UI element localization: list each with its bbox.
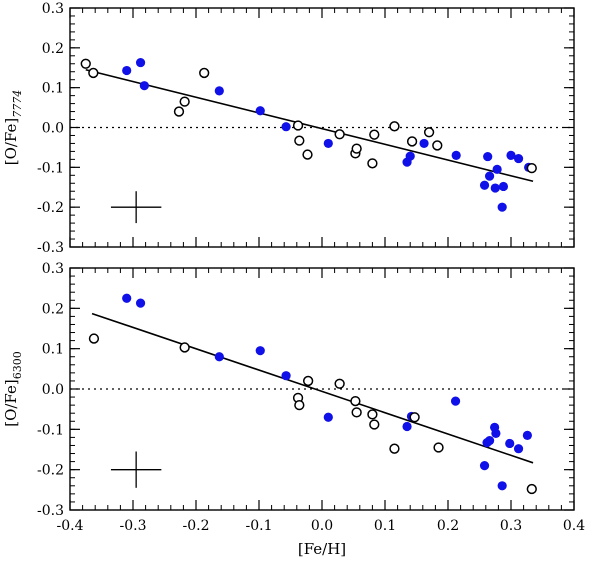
data-point-filled	[479, 461, 490, 471]
x-tick-label: -0.4	[57, 518, 84, 534]
x-tick-label: 0.1	[374, 518, 396, 534]
data-point-open	[294, 399, 305, 411]
data-point-open	[351, 143, 362, 154]
x-tick-label: 0.0	[311, 518, 333, 534]
data-point-filled	[281, 371, 291, 381]
data-point-filled	[139, 81, 149, 91]
y-axis-label: [O/Fe]7774	[2, 90, 24, 166]
data-point-filled	[323, 412, 333, 422]
data-point-open	[350, 395, 361, 407]
data-point-filled	[483, 151, 493, 162]
data-point-filled	[402, 421, 412, 432]
data-point-filled	[506, 150, 516, 160]
y-axis-label-subscript: 6300	[11, 351, 24, 379]
y-axis-label-subscript: 7774	[11, 90, 24, 118]
data-point-filled	[214, 352, 224, 362]
data-point-filled	[497, 481, 507, 491]
data-point-open	[80, 58, 91, 69]
y-axis-label-main: [O/Fe]	[2, 379, 20, 427]
x-tick-label: -0.1	[246, 518, 273, 534]
data-point-open	[409, 412, 420, 423]
data-point-filled	[405, 151, 415, 161]
data-point-open	[199, 67, 210, 79]
data-point-open	[294, 135, 305, 146]
data-point-filled	[522, 430, 532, 440]
data-point-open	[179, 342, 190, 353]
y-tick-label: 0.1	[42, 342, 64, 358]
data-point-filled	[513, 153, 524, 164]
data-point-filled	[484, 436, 495, 446]
data-point-open	[302, 149, 313, 160]
fit-line	[91, 312, 534, 464]
data-point-open	[334, 378, 345, 389]
data-point-filled	[122, 65, 132, 76]
y-tick-label: -0.2	[37, 463, 64, 479]
x-tick-label: -0.2	[183, 518, 210, 534]
data-point-filled	[122, 293, 132, 303]
data-point-filled	[419, 138, 429, 149]
data-point-open	[432, 140, 443, 151]
data-point-open	[88, 67, 99, 79]
data-point-open	[433, 442, 444, 453]
data-point-open	[389, 121, 400, 132]
data-point-filled	[281, 122, 291, 132]
y-tick-label: -0.3	[37, 240, 64, 256]
bottom-panel: -0.4 -0.3 -0.2 -0.1 0.0 0.1 0.2 0.3 0.4-0.3-0.2-…	[2, 261, 585, 558]
data-point-open	[367, 409, 378, 420]
y-axis-label: [O/Fe]6300	[2, 351, 24, 427]
data-point-filled	[450, 396, 461, 406]
data-point-filled	[505, 438, 515, 449]
y-axis-label-main: [O/Fe]	[2, 118, 20, 166]
y-tick-label: -0.1	[37, 422, 64, 438]
x-tick-label: -0.3	[120, 518, 147, 534]
x-axis-label: [Fe/H]	[298, 540, 346, 558]
y-tick-label: 0.2	[42, 41, 64, 57]
x-tick-label: 0.3	[500, 518, 522, 534]
y-tick-label: 0.2	[42, 301, 64, 317]
data-point-open	[389, 443, 400, 454]
y-tick-label: -0.3	[37, 503, 64, 519]
data-point-filled	[135, 298, 146, 308]
fit-line	[85, 68, 534, 183]
data-point-filled	[497, 202, 507, 212]
y-tick-label: 0.3	[42, 261, 64, 277]
data-point-open	[369, 419, 380, 430]
data-point-filled	[479, 180, 490, 190]
data-point-open	[406, 136, 418, 147]
data-point-open	[334, 129, 345, 140]
data-point-filled	[255, 346, 265, 356]
data-point-open	[526, 162, 537, 174]
data-point-open	[292, 120, 304, 131]
data-point-filled	[491, 428, 501, 438]
y-tick-label: 0.3	[42, 1, 64, 17]
data-point-filled	[135, 57, 146, 68]
data-point-open	[302, 375, 314, 387]
data-point-filled	[214, 86, 224, 96]
y-tick-label: 0.0	[42, 121, 64, 137]
data-point-open	[526, 483, 537, 495]
y-tick-label: 0.0	[42, 382, 64, 398]
data-point-filled	[490, 183, 500, 193]
data-point-open	[351, 407, 362, 418]
data-point-filled	[323, 138, 333, 149]
data-point-filled	[451, 150, 461, 160]
data-point-open	[369, 129, 380, 140]
data-point-open	[367, 158, 378, 169]
data-point-open	[88, 333, 100, 344]
top-panel: -0.3 -0.2 -0.1 0.0 0.1 0.2 0.3 [O/Fe]7774	[2, 1, 575, 256]
data-point-open	[173, 106, 185, 117]
x-tick-label: 0.2	[437, 518, 459, 534]
data-point-filled	[498, 181, 509, 192]
y-tick-label: -0.1	[37, 160, 64, 176]
y-tick-label: 0.1	[42, 81, 64, 97]
data-point-open	[179, 96, 190, 107]
data-point-filled	[484, 171, 495, 181]
data-point-open	[423, 127, 435, 138]
x-tick-label: 0.4	[563, 518, 585, 534]
data-point-filled	[255, 106, 265, 116]
data-point-filled	[513, 444, 524, 454]
data-point-filled	[492, 164, 502, 174]
y-tick-label: -0.2	[37, 200, 64, 216]
